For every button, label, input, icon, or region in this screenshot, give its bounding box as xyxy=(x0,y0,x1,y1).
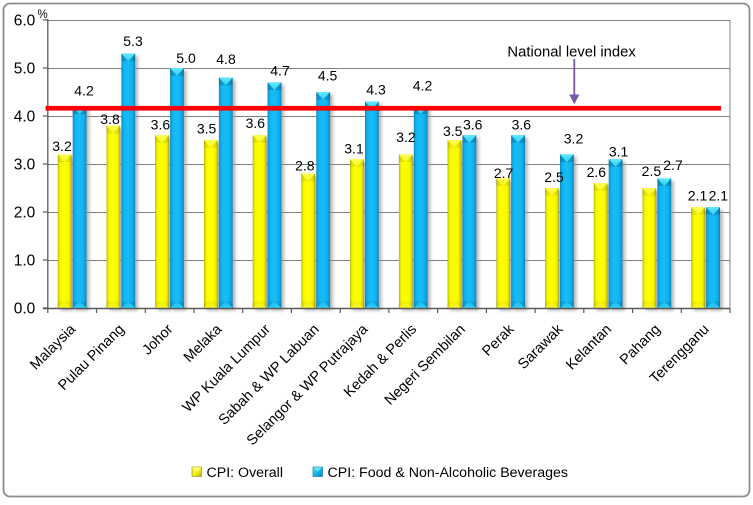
svg-text:5.3: 5.3 xyxy=(123,33,143,49)
svg-text:2.5: 2.5 xyxy=(544,169,564,185)
svg-text:2.1: 2.1 xyxy=(688,188,708,204)
svg-text:2.1: 2.1 xyxy=(709,188,729,204)
svg-text:%: % xyxy=(38,9,48,21)
svg-text:4.2: 4.2 xyxy=(413,78,433,94)
svg-text:0.0: 0.0 xyxy=(14,301,36,318)
svg-text:3.5: 3.5 xyxy=(197,121,217,137)
svg-text:3.1: 3.1 xyxy=(344,140,364,156)
svg-text:3.1: 3.1 xyxy=(609,144,629,160)
svg-text:National level index: National level index xyxy=(507,45,636,61)
svg-text:1.0: 1.0 xyxy=(14,253,36,270)
svg-text:5.0: 5.0 xyxy=(14,61,36,78)
svg-text:3.0: 3.0 xyxy=(14,157,36,174)
svg-text:2.7: 2.7 xyxy=(494,165,514,181)
svg-text:3.8: 3.8 xyxy=(100,111,120,127)
svg-text:CPI: Overall: CPI: Overall xyxy=(207,465,283,481)
svg-text:2.0: 2.0 xyxy=(14,205,36,222)
svg-text:6.0: 6.0 xyxy=(14,13,36,30)
svg-text:4.7: 4.7 xyxy=(270,63,290,79)
svg-text:CPI: Food & Non-Alcoholic Beve: CPI: Food & Non-Alcoholic Beverages xyxy=(328,465,569,481)
svg-text:4.0: 4.0 xyxy=(14,109,36,126)
svg-text:3.2: 3.2 xyxy=(564,131,584,147)
svg-text:2.5: 2.5 xyxy=(642,163,662,179)
svg-text:2.8: 2.8 xyxy=(295,158,315,174)
svg-text:4.3: 4.3 xyxy=(366,81,386,97)
svg-text:4.2: 4.2 xyxy=(74,82,94,98)
svg-text:3.5: 3.5 xyxy=(443,123,463,139)
svg-text:3.6: 3.6 xyxy=(246,115,266,131)
svg-text:2.7: 2.7 xyxy=(663,157,683,173)
svg-text:2.6: 2.6 xyxy=(587,164,607,180)
svg-text:3.6: 3.6 xyxy=(463,117,483,133)
svg-text:3.2: 3.2 xyxy=(396,129,416,145)
svg-text:4.5: 4.5 xyxy=(318,68,338,84)
svg-text:3.6: 3.6 xyxy=(512,117,532,133)
svg-text:4.8: 4.8 xyxy=(216,51,236,67)
svg-text:5.0: 5.0 xyxy=(176,50,196,66)
svg-text:3.2: 3.2 xyxy=(52,138,72,154)
svg-text:3.6: 3.6 xyxy=(151,117,171,133)
